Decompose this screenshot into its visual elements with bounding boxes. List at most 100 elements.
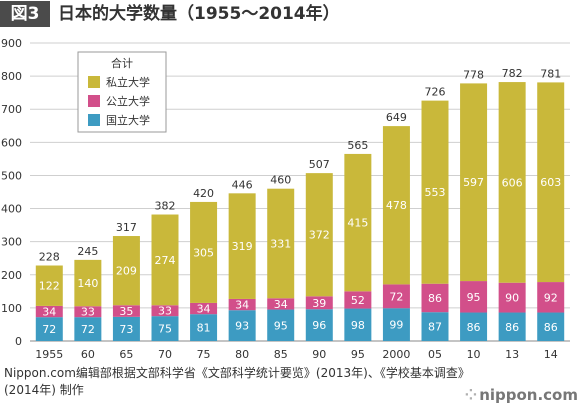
total-label: 726 — [425, 86, 446, 99]
legend-label: 国立大学 — [106, 113, 150, 127]
data-label: 34 — [197, 303, 211, 316]
x-tick-label: 14 — [544, 348, 558, 361]
data-label: 90 — [505, 292, 519, 305]
bar-segment — [112, 316, 140, 341]
y-tick-label: 300 — [1, 236, 22, 249]
data-label: 86 — [505, 321, 519, 334]
bar-segment — [305, 296, 333, 310]
bar-segment — [190, 201, 218, 303]
bar-segment — [74, 317, 102, 341]
data-label: 33 — [158, 305, 172, 318]
bar-segment — [112, 305, 140, 317]
total-label: 446 — [232, 178, 253, 191]
bar-segment — [537, 312, 565, 341]
x-tick-label: 80 — [235, 348, 249, 361]
bar-segment — [74, 306, 102, 318]
data-label: 75 — [158, 323, 172, 336]
bar-segment — [460, 281, 488, 313]
source-note: Nippon.com编辑部根据文部科学省《文部科学统计要览》(2013年)、《学… — [4, 365, 474, 399]
total-label: 782 — [502, 67, 523, 80]
data-label: 331 — [270, 237, 291, 250]
bar-segment — [74, 259, 102, 307]
bar-segment — [421, 100, 449, 284]
bar-segment — [267, 309, 295, 341]
bar-segment — [112, 236, 140, 306]
bar-segment — [35, 265, 63, 306]
legend-label: 私立大学 — [106, 75, 150, 89]
x-tick-label: 60 — [81, 348, 95, 361]
data-label: 34 — [42, 306, 56, 319]
data-label: 603 — [540, 176, 561, 189]
bar-segment — [35, 305, 63, 318]
bar-segment — [421, 312, 449, 341]
bar-segment — [305, 309, 333, 341]
data-label: 86 — [467, 321, 481, 334]
bar-segment — [267, 298, 295, 310]
bar-segment — [498, 282, 526, 313]
data-label: 72 — [42, 323, 56, 336]
total-label: 420 — [193, 187, 214, 200]
data-label: 93 — [235, 320, 249, 333]
x-tick-label: 2000 — [382, 348, 410, 361]
bar-segment — [382, 126, 410, 285]
bar-segment — [421, 283, 449, 313]
x-tick-label: 65 — [119, 348, 133, 361]
total-label: 781 — [540, 67, 561, 80]
data-label: 606 — [502, 176, 523, 189]
y-tick-label: 0 — [15, 335, 22, 348]
legend-swatch — [88, 95, 100, 107]
x-tick-label: 90 — [312, 348, 326, 361]
legend-title: 合计 — [111, 56, 133, 70]
x-tick-label: 13 — [505, 348, 519, 361]
total-label: 317 — [116, 221, 137, 234]
total-label: 565 — [347, 139, 368, 152]
y-tick-label: 500 — [1, 169, 22, 182]
x-tick-label: 70 — [158, 348, 172, 361]
data-label: 87 — [428, 321, 442, 334]
bar-segment — [151, 214, 179, 306]
data-label: 73 — [119, 323, 133, 336]
bar-segment — [498, 82, 526, 283]
data-label: 98 — [351, 319, 365, 332]
data-label: 52 — [351, 294, 365, 307]
total-label: 460 — [270, 174, 291, 187]
legend-swatch — [88, 76, 100, 88]
bar-segment — [460, 312, 488, 341]
data-label: 122 — [39, 280, 60, 293]
total-label: 245 — [77, 245, 98, 258]
y-tick-label: 900 — [1, 37, 22, 50]
legend-swatch — [88, 114, 100, 126]
bar-segment — [382, 284, 410, 309]
bar-segment — [344, 291, 372, 309]
x-tick-label: 10 — [467, 348, 481, 361]
bar-segment — [498, 312, 526, 341]
data-label: 33 — [81, 306, 95, 319]
data-label: 34 — [235, 299, 249, 312]
bar-segment — [344, 153, 372, 292]
stacked-bar-chart: 0 100 200 300 400 500 600 700 800 900 72 34 122 228 19… — [1, 37, 570, 361]
bar-segment — [344, 308, 372, 341]
data-label: 140 — [77, 277, 98, 290]
x-tick-label: 1955 — [35, 348, 63, 361]
bar-segment — [537, 282, 565, 313]
x-tick-label: 75 — [197, 348, 211, 361]
data-label: 39 — [312, 297, 326, 310]
bar-segment — [151, 316, 179, 341]
chart-title: 日本的大学数量（1955～2014年） — [58, 4, 340, 24]
data-label: 95 — [274, 319, 288, 332]
bar-segment — [537, 82, 565, 283]
data-label: 597 — [463, 176, 484, 189]
data-label: 372 — [309, 229, 330, 242]
bar-segment — [228, 298, 256, 311]
data-label: 305 — [193, 246, 214, 259]
brand-text: nippon.com — [479, 386, 578, 404]
y-tick-label: 700 — [1, 103, 22, 116]
bar-segment — [190, 302, 218, 315]
data-label: 95 — [467, 291, 481, 304]
data-label: 274 — [155, 254, 176, 267]
total-label: 507 — [309, 158, 330, 171]
total-label: 382 — [155, 200, 176, 213]
data-label: 478 — [386, 199, 407, 212]
brand-dots-icon: ⁘ — [464, 386, 478, 404]
data-label: 415 — [347, 217, 368, 230]
